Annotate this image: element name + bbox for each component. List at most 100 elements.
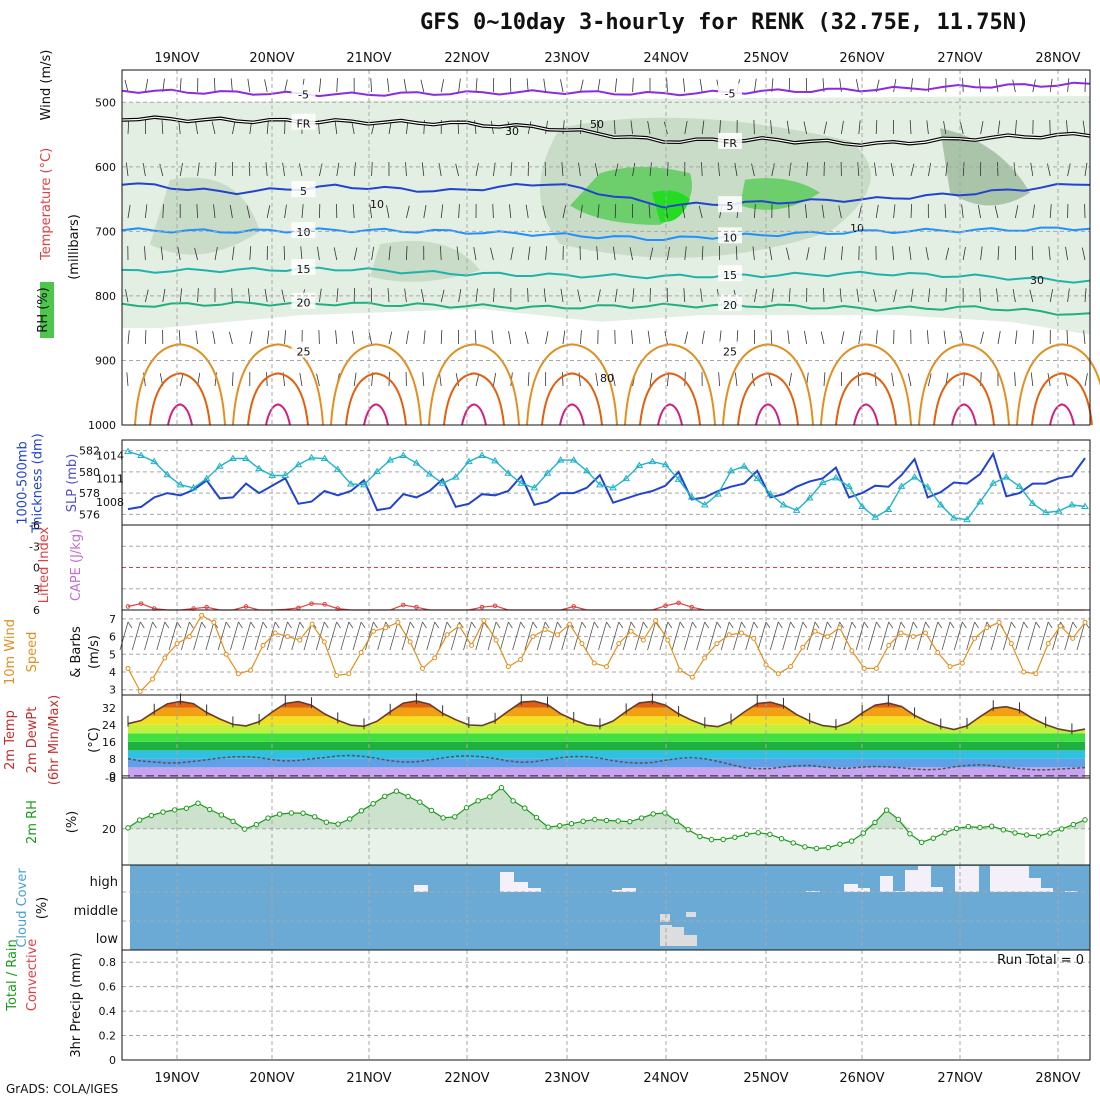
wind-barb [139, 621, 145, 629]
wind-barb [475, 78, 478, 93]
wind-barb [962, 246, 966, 261]
wind-barb [266, 621, 276, 651]
slp-marker [976, 497, 985, 505]
wind-barb [613, 120, 616, 135]
slp-marker [438, 479, 447, 486]
rh-marker [603, 817, 610, 824]
wind-barb [242, 621, 252, 651]
wind-speed-marker [285, 634, 290, 640]
date-label-bottom: 25NOV [743, 1071, 788, 1086]
dewpoint-label: 2m DewPt [25, 707, 40, 774]
rh-marker [382, 793, 388, 800]
wind-barb [475, 163, 479, 177]
wind-barb [953, 621, 963, 651]
wind-barb [162, 204, 164, 219]
temperature-contour-35 [657, 403, 683, 426]
wind-speed-marker [886, 642, 892, 648]
wind-barb [422, 621, 427, 629]
wind-barb [980, 121, 984, 135]
wind-barb [631, 330, 633, 345]
temperature-contour-30 [345, 372, 407, 426]
wind-barb [316, 373, 320, 387]
wind-barb [765, 621, 771, 629]
slp-marker [1068, 500, 1076, 508]
wind-barb [717, 162, 720, 177]
wind-barb [291, 621, 301, 651]
wind-barb [614, 78, 618, 93]
wind-barb [423, 330, 426, 345]
rh-marker [965, 823, 971, 830]
wind-barb [336, 162, 340, 177]
rh-marker [907, 831, 913, 837]
slp-marker [255, 464, 263, 472]
rh-marker [463, 805, 470, 811]
wind-barb [131, 621, 141, 651]
wind-barb [667, 162, 669, 177]
rh-marker [1035, 833, 1042, 839]
slp-marker [936, 500, 945, 508]
wind-speed-marker [174, 641, 180, 647]
contour-label-bg [291, 222, 316, 239]
lifted-index-marker [322, 602, 327, 607]
wind-barb [945, 162, 948, 177]
slp-marker [858, 502, 867, 509]
wind-barb [647, 621, 656, 651]
rh-marker [370, 801, 376, 807]
wind-barb [770, 330, 773, 345]
wind-barb [247, 78, 251, 93]
wind-barb [788, 162, 792, 177]
wind-barb [741, 621, 746, 629]
wind-barb [214, 78, 216, 93]
rh-marker [277, 811, 283, 817]
slp-marker [714, 490, 722, 497]
rh-marker [732, 834, 738, 840]
wind-barb [249, 331, 253, 345]
wind-barb [510, 247, 514, 261]
wind-barb [560, 288, 564, 303]
wind-barb [606, 621, 611, 629]
slp-line [127, 450, 1086, 521]
wind-speed-marker [910, 634, 916, 640]
wind-speed-marker [211, 619, 217, 625]
wind-barb [787, 330, 790, 345]
wind-barb [880, 621, 890, 651]
rh-marker [148, 812, 155, 819]
axis-label: 2m DewPt [25, 707, 40, 774]
y-tick-label: 0.8 [99, 956, 117, 969]
wind-barb [265, 162, 268, 177]
wind-barb [300, 246, 303, 261]
rh-marker [545, 824, 551, 830]
axis-label: 2m Temp [3, 710, 18, 770]
wind-speed-marker [223, 651, 229, 657]
wind-barb [769, 621, 779, 651]
y-tick-label-right: 1011 [96, 473, 124, 486]
axis-label: 2m RH [25, 800, 40, 844]
slp-marker [491, 456, 499, 464]
wind-barb [1032, 204, 1035, 219]
wind-barb [788, 373, 792, 387]
slp-marker [871, 513, 880, 520]
wind-barb [336, 621, 341, 629]
wind-barb [839, 621, 844, 629]
wind-barb [214, 162, 217, 177]
wind-barb [195, 330, 198, 345]
rh-marker [405, 793, 411, 800]
wind-barb [997, 120, 1001, 135]
wind-speed-marker [1008, 641, 1014, 647]
slp-marker [478, 451, 486, 458]
wind-barb [858, 330, 862, 345]
slp-marker [1015, 482, 1024, 489]
wind-barb [439, 246, 442, 261]
rh-marker [323, 819, 330, 825]
wind-speed-marker [996, 619, 1002, 625]
wind-barb [455, 373, 459, 387]
wind-barb [266, 205, 271, 219]
wind-barb [249, 246, 252, 261]
temperature-contour-35 [461, 403, 487, 426]
temperature-contour-30 [1031, 372, 1093, 426]
freezing-line-inner [121, 116, 1091, 146]
wind-barb [841, 246, 843, 261]
wind-barb [771, 163, 775, 177]
wind-barb [874, 162, 877, 177]
wind-barb [527, 372, 530, 387]
